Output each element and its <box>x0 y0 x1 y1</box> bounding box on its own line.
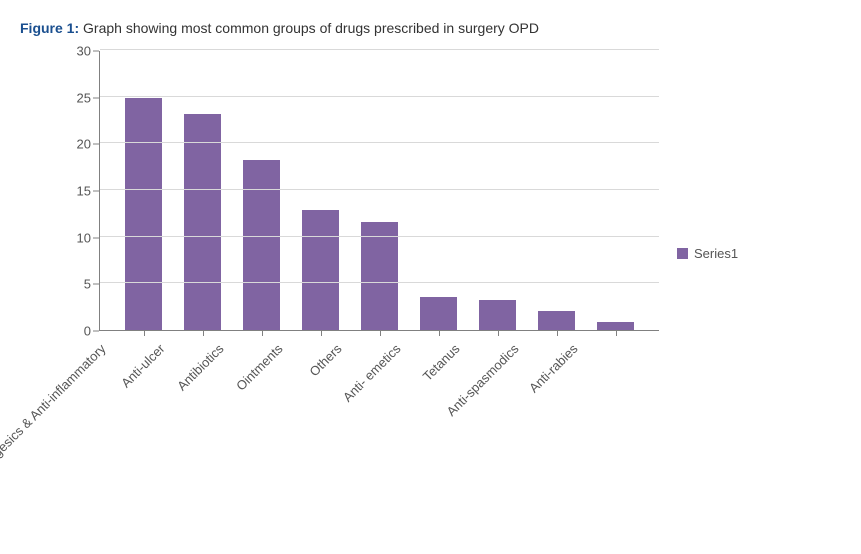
chart-container: 051015202530 Analgesics & Anti-inflammat… <box>20 51 841 521</box>
x-label-slot: Tetanus <box>423 331 482 521</box>
plot-area <box>99 51 659 331</box>
bar <box>243 160 280 330</box>
y-tick-label: 15 <box>77 185 91 198</box>
gridline <box>100 96 659 97</box>
x-tick-label: Others <box>306 341 344 379</box>
gridline <box>100 142 659 143</box>
x-label-slot: Analgesics & Anti-inflammatory <box>68 331 127 521</box>
x-label-slot: Antibiotics <box>186 331 245 521</box>
bar <box>420 297 457 330</box>
legend-label: Series1 <box>694 246 738 261</box>
bar <box>302 210 339 330</box>
bar-slot <box>586 51 645 330</box>
y-tick-label: 25 <box>77 91 91 104</box>
bar <box>125 98 162 331</box>
figure-caption: Figure 1: Graph showing most common grou… <box>20 20 841 36</box>
bar-slot <box>232 51 291 330</box>
bar-slot <box>468 51 527 330</box>
chart-area: 051015202530 <box>20 51 659 331</box>
x-label-slot: Anti-spasmodics <box>482 331 541 521</box>
x-label-slot: Anti-ulcer <box>127 331 186 521</box>
x-label-slot: Others <box>304 331 363 521</box>
bar-slot <box>409 51 468 330</box>
y-axis: 051015202530 <box>65 51 99 331</box>
bar <box>538 311 575 330</box>
figure-label: Figure 1: <box>20 20 79 36</box>
bar-slot <box>350 51 409 330</box>
gridline <box>100 236 659 237</box>
bar <box>597 322 634 330</box>
x-label-slot: Anti- emetics <box>364 331 423 521</box>
bar-slot <box>527 51 586 330</box>
bar <box>479 300 516 330</box>
x-label-slot: Ointments <box>245 331 304 521</box>
x-tick-label: Tetanus <box>420 341 463 384</box>
bar-slot <box>173 51 232 330</box>
bar <box>361 222 398 330</box>
x-label-slot: Anti-rabies <box>541 331 600 521</box>
gridline <box>100 282 659 283</box>
y-tick-label: 30 <box>77 45 91 58</box>
x-axis-labels: Analgesics & Anti-inflammatoryAnti-ulcer… <box>54 331 614 521</box>
y-tick-label: 20 <box>77 138 91 151</box>
bar-slot <box>114 51 173 330</box>
x-tick-mark <box>616 330 617 336</box>
bar-slot <box>291 51 350 330</box>
legend: Series1 <box>677 246 738 261</box>
y-tick-label: 10 <box>77 231 91 244</box>
gridline <box>100 49 659 50</box>
bar <box>184 114 221 330</box>
y-tick-label: 5 <box>84 278 91 291</box>
figure-description: Graph showing most common groups of drug… <box>83 20 539 36</box>
x-tick-label: Analgesics & Anti-inflammatory <box>0 341 108 478</box>
bars-group <box>100 51 659 330</box>
legend-swatch <box>677 248 688 259</box>
gridline <box>100 189 659 190</box>
